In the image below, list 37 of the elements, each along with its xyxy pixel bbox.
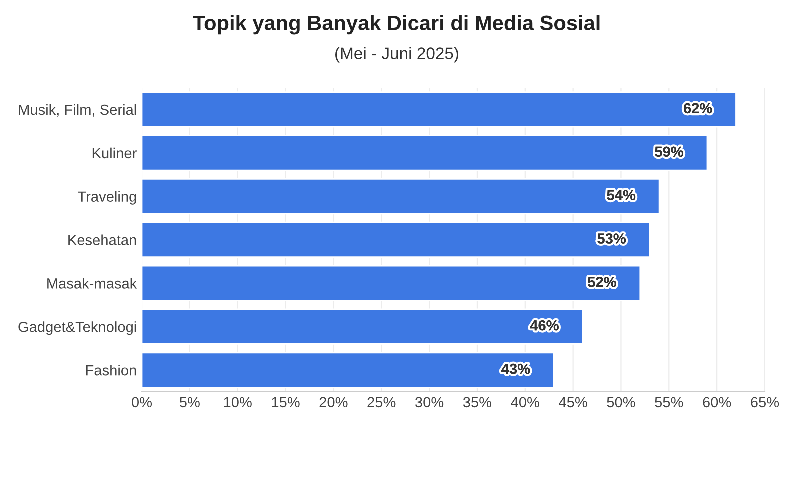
x-tick-label: 65% [751,397,780,408]
bar [142,352,555,388]
x-tick-label: 60% [703,397,732,408]
data-label: 52% [588,277,616,288]
y-tick-label: Musik, Film, Serial [19,104,136,117]
bar [142,92,737,128]
x-tick-label: 55% [655,397,684,408]
x-tick-label: 0% [132,397,152,408]
bar [142,135,708,172]
bar [142,308,584,345]
data-label: 54% [607,190,636,200]
chart-subtitle: (Mei - Juni 2025) [336,47,458,63]
data-label: 62% [684,103,712,114]
bar [142,178,660,215]
x-tick-label: 20% [320,397,348,408]
x-tick-label: 35% [463,397,492,408]
x-tick-label: 5% [180,397,200,408]
bar [142,265,642,302]
x-tick-label: 50% [607,397,636,408]
y-tick-label: Masak-masak [48,278,138,289]
y-tick-label: Gadget&Teknologi [18,322,136,336]
x-tick-label: 45% [559,397,588,408]
data-label: 46% [530,320,559,331]
x-tick-label: 10% [224,397,252,408]
bar [142,222,651,258]
y-tick-label: Kuliner [92,148,137,159]
y-tick-label: Traveling [78,191,136,205]
y-tick-label: Kesehatan [68,234,136,246]
x-tick-label: 15% [272,397,300,408]
y-tick-label: Fashion [86,365,136,376]
data-label: 59% [655,146,684,158]
data-label: 43% [502,364,530,374]
x-tick-label: 25% [368,397,396,408]
data-label: 53% [598,234,626,244]
x-tick-label: 40% [511,397,540,408]
chart-title: Topik yang Banyak Dicari di Media Sosial [193,15,600,35]
x-tick-label: 30% [416,397,444,408]
